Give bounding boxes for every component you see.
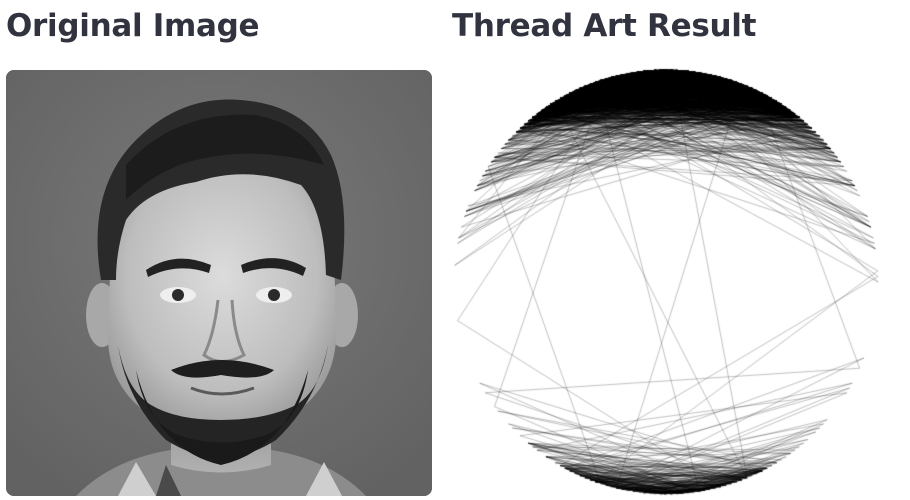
thread-art-result-image — [452, 68, 880, 496]
original-image — [6, 70, 432, 496]
thread-art-result-heading: Thread Art Result — [452, 8, 756, 44]
thread-art-canvas — [452, 68, 880, 496]
portrait-photo — [6, 70, 432, 496]
original-image-heading: Original Image — [6, 8, 259, 44]
